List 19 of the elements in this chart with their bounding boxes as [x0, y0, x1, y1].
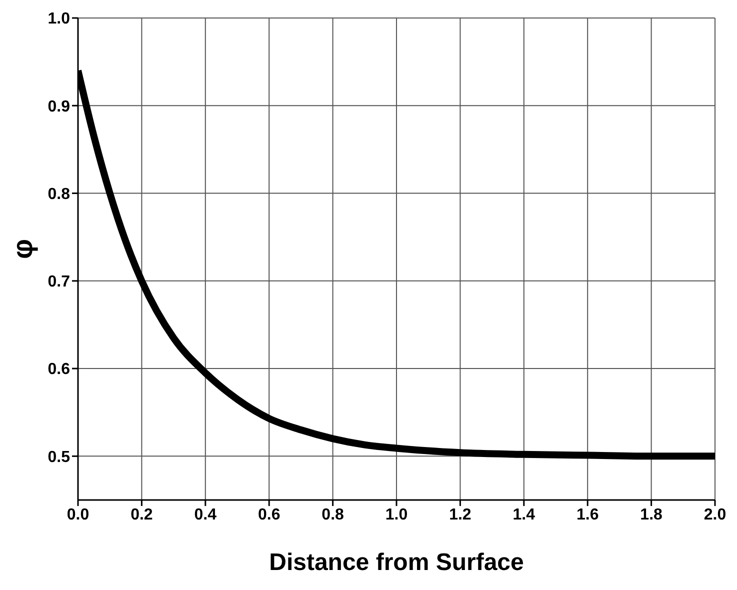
y-tick-label: 0.5: [48, 448, 70, 466]
x-tick-label: 1.4: [512, 506, 536, 524]
x-axis-title: Distance from Surface: [269, 549, 524, 576]
x-tick-label: 0.4: [194, 506, 217, 524]
y-tick-label: 0.6: [48, 361, 70, 378]
x-tick-label: 1.0: [385, 506, 408, 524]
y-tick-label: 0.7: [48, 274, 70, 291]
y-tick-label: 1.0: [48, 10, 70, 28]
y-axis-title: φ: [6, 238, 38, 259]
y-tick-label: 0.8: [48, 186, 70, 203]
x-tick-label: 1.6: [576, 506, 599, 524]
y-tick-label: 0.9: [48, 98, 70, 116]
x-tick-label: 0.6: [258, 506, 280, 524]
x-tick-label: 0.2: [130, 506, 153, 524]
x-tick-label: 0.8: [322, 506, 344, 524]
x-tick-label: 0.0: [66, 506, 90, 524]
x-tick-label: 1.8: [640, 506, 663, 524]
x-tick-label: 1.2: [449, 506, 472, 524]
x-tick-label: 2.0: [704, 506, 726, 524]
